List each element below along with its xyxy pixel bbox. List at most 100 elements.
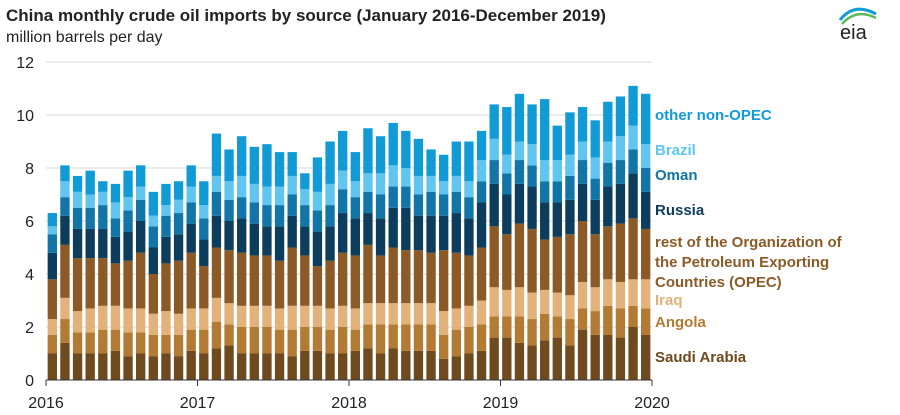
bar-segment xyxy=(375,173,386,195)
bar-segment xyxy=(72,258,83,312)
bar-segment xyxy=(350,197,360,219)
bar-segment xyxy=(464,327,474,354)
bar-segment xyxy=(552,125,562,161)
bar-segment xyxy=(388,165,398,187)
bar-segment xyxy=(514,183,525,224)
bar-segment xyxy=(148,191,158,216)
bar-segment xyxy=(110,218,121,237)
bar-segment xyxy=(502,173,512,195)
bar-segment xyxy=(577,281,588,309)
bar-segment xyxy=(98,205,108,229)
bar-segment xyxy=(60,297,70,320)
bar-segment xyxy=(464,305,474,327)
bar-segment xyxy=(262,226,272,256)
bar-segment xyxy=(565,154,575,176)
bar-segment xyxy=(527,104,537,145)
bar-segment xyxy=(628,173,638,219)
bar-segment xyxy=(502,316,512,338)
bar-segment xyxy=(237,353,247,380)
bar-segment xyxy=(502,107,512,155)
bar-segment xyxy=(375,194,386,219)
bar-segment xyxy=(628,149,638,174)
bar-segment xyxy=(641,191,651,229)
bar-segment xyxy=(426,215,436,253)
bar-segment xyxy=(249,327,259,354)
bar-segment xyxy=(439,334,449,359)
bar-segment xyxy=(641,144,651,168)
bar-segment xyxy=(237,252,247,306)
bar-segment xyxy=(350,218,360,256)
bar-segment xyxy=(224,345,234,380)
bar-segment xyxy=(628,218,638,280)
bar-segment xyxy=(161,334,171,354)
bar-segment xyxy=(237,136,247,176)
bar-segment xyxy=(312,305,323,327)
bar-segment xyxy=(287,152,297,176)
bar-segment xyxy=(274,152,285,187)
bar-segment xyxy=(312,327,323,351)
bar-segment xyxy=(110,305,121,330)
bar-segment xyxy=(577,221,588,282)
bar-segment xyxy=(514,223,525,288)
bar-segment xyxy=(249,183,259,203)
bar-segment xyxy=(540,160,550,182)
bar-segment xyxy=(439,154,449,182)
bar-segment xyxy=(249,223,259,256)
bar-segment xyxy=(211,297,222,322)
bar-segment xyxy=(363,348,373,380)
bar-segment xyxy=(590,311,600,335)
bar-segment xyxy=(476,350,487,380)
bar-segment xyxy=(312,350,323,380)
bar-segment xyxy=(186,165,196,187)
legend-label-line: Russia xyxy=(655,202,705,219)
bar-segment xyxy=(72,191,83,208)
bar-segment xyxy=(540,313,550,341)
legend-label-line: the Petroleum Exporting xyxy=(655,254,830,271)
bar-segment xyxy=(338,130,348,171)
bar-segment xyxy=(615,183,626,224)
y-tick-label: 12 xyxy=(16,55,34,72)
bar-segment xyxy=(300,255,310,306)
bar-segment xyxy=(628,327,638,380)
bar-segment xyxy=(110,183,121,203)
bar-segment xyxy=(136,252,146,309)
bar-segment xyxy=(47,319,57,335)
bar-segment xyxy=(274,308,285,330)
bar-segment xyxy=(577,107,588,142)
bar-segment xyxy=(565,319,575,346)
bar-segment xyxy=(312,210,323,232)
bar-segment xyxy=(489,183,499,227)
bar-segment xyxy=(476,300,487,325)
bar-segment xyxy=(401,250,411,304)
bar-segment xyxy=(338,353,348,380)
bar-segment xyxy=(199,308,209,330)
bar-segment xyxy=(136,199,146,221)
bar-segment xyxy=(173,260,184,314)
bar-segment xyxy=(148,247,158,274)
bar-segment xyxy=(262,353,272,380)
bar-segment xyxy=(540,239,550,290)
bar-segment xyxy=(527,292,537,320)
bar-segment xyxy=(123,332,133,357)
y-tick-label: 4 xyxy=(25,267,34,284)
bar-segment xyxy=(476,202,487,248)
bar-segment xyxy=(641,279,651,309)
chart-subtitle: million barrels per day xyxy=(6,29,163,46)
bar-segment xyxy=(123,210,133,232)
bar-segment xyxy=(527,345,537,380)
bar-segment xyxy=(514,93,525,142)
bar-segment xyxy=(577,329,588,380)
bar-segment xyxy=(439,250,449,312)
bar-segment xyxy=(552,292,562,317)
bar-segment xyxy=(388,303,398,325)
bar-segment xyxy=(540,340,550,380)
bar-segment xyxy=(401,324,411,351)
x-tick-label: 2016 xyxy=(28,395,64,412)
bar-segment xyxy=(375,255,386,304)
bar-segment xyxy=(401,303,411,325)
bar-segment xyxy=(615,308,626,338)
bar-segment xyxy=(237,197,247,219)
bar-segment xyxy=(628,279,638,306)
x-tick-label: 2017 xyxy=(180,395,216,412)
